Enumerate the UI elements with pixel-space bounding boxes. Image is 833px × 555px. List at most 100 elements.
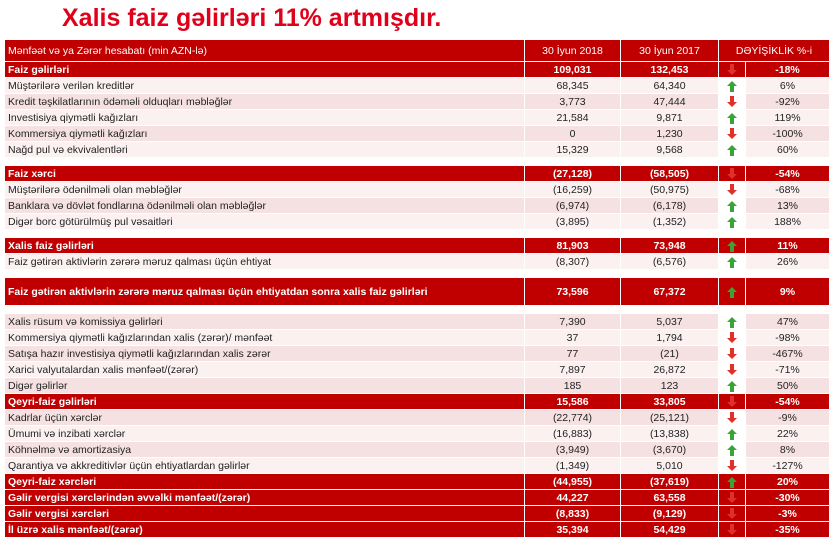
section-gap bbox=[5, 306, 830, 314]
value-2018: 7,897 bbox=[525, 362, 621, 378]
value-2017: (6,178) bbox=[621, 198, 719, 214]
value-2017: 5,037 bbox=[621, 314, 719, 330]
table-row: Müştərilərə ödənilməli olan məbləğlər (16… bbox=[5, 182, 830, 198]
change-percent: 119% bbox=[746, 110, 830, 126]
value-2018: 3,773 bbox=[525, 94, 621, 110]
value-2017: 26,872 bbox=[621, 362, 719, 378]
value-2017: 54,429 bbox=[621, 522, 719, 538]
change-percent: 26% bbox=[746, 254, 830, 270]
trend-cell bbox=[719, 314, 746, 330]
change-percent: 50% bbox=[746, 378, 830, 394]
table-row: Köhnəlmə və amortizasiya (3,949) (3,670) 8% bbox=[5, 442, 830, 458]
table-row: Digər borc götürülmüş pul vəsaitləri (3,8… bbox=[5, 214, 830, 230]
row-label: Xarici valyutalardan xalis mənfəət/(zərə… bbox=[5, 362, 525, 378]
change-percent: 188% bbox=[746, 214, 830, 230]
value-2017: (25,121) bbox=[621, 410, 719, 426]
trend-arrow bbox=[727, 80, 737, 92]
value-2018: (3,895) bbox=[525, 214, 621, 230]
table-row: Kommersiya qiymətli kağızları 0 1,230 -100% bbox=[5, 126, 830, 142]
value-2018: 109,031 bbox=[525, 62, 621, 78]
value-2018: (27,128) bbox=[525, 166, 621, 182]
row-label: Qeyri-faiz xərcləri bbox=[5, 474, 525, 490]
trend-cell bbox=[719, 142, 746, 158]
value-2017: (6,576) bbox=[621, 254, 719, 270]
change-percent: 60% bbox=[746, 142, 830, 158]
trend-arrow bbox=[727, 240, 737, 252]
value-2018: (6,974) bbox=[525, 198, 621, 214]
value-2018: 73,596 bbox=[525, 278, 621, 306]
trend-arrow bbox=[727, 444, 737, 456]
change-percent: 9% bbox=[746, 278, 830, 306]
value-2017: (13,838) bbox=[621, 426, 719, 442]
row-group: Xalis rüsum və komissiya gəlirləri 7,390 5… bbox=[5, 314, 830, 538]
trend-arrow bbox=[727, 95, 737, 107]
value-2018: (3,949) bbox=[525, 442, 621, 458]
change-percent: -3% bbox=[746, 506, 830, 522]
section-gap bbox=[5, 270, 830, 278]
trend-cell bbox=[719, 278, 746, 306]
section-gap bbox=[5, 158, 830, 166]
value-2018: 77 bbox=[525, 346, 621, 362]
table-row: Satışa hazır investisiya qiymətli kağızl… bbox=[5, 346, 830, 362]
row-label: Gəlir vergisi xərclərindən əvvəlki mənfə… bbox=[5, 490, 525, 506]
header-cell: 30 İyun 2017 bbox=[621, 40, 719, 62]
change-percent: 22% bbox=[746, 426, 830, 442]
change-percent: 8% bbox=[746, 442, 830, 458]
trend-arrow bbox=[727, 476, 737, 488]
row-group: Faiz gəlirləri 109,031 132,453 -18% Müştəril… bbox=[5, 62, 830, 158]
value-2018: 68,345 bbox=[525, 78, 621, 94]
trend-arrow bbox=[727, 256, 737, 268]
row-label: Müştərilərə ödənilməli olan məbləğlər bbox=[5, 182, 525, 198]
value-2017: 9,568 bbox=[621, 142, 719, 158]
value-2017: 64,340 bbox=[621, 78, 719, 94]
table-row: Banklara və dövlət fondlarına ödənilməli… bbox=[5, 198, 830, 214]
trend-cell bbox=[719, 410, 746, 426]
trend-arrow bbox=[727, 331, 737, 343]
row-label: Xalis faiz gəlirləri bbox=[5, 238, 525, 254]
trend-cell bbox=[719, 126, 746, 142]
row-label: Qeyri-faiz gəlirləri bbox=[5, 394, 525, 410]
trend-cell bbox=[719, 198, 746, 214]
change-percent: -30% bbox=[746, 490, 830, 506]
trend-arrow bbox=[727, 491, 737, 503]
row-group: Faiz xərci (27,128) (58,505) -54% Müştərilər… bbox=[5, 166, 830, 230]
table-row: Kommersiya qiymətli kağızlarından xalis … bbox=[5, 330, 830, 346]
table-row: Müştərilərə verilən kreditlər 68,345 64,34… bbox=[5, 78, 830, 94]
trend-cell bbox=[719, 394, 746, 410]
change-percent: -100% bbox=[746, 126, 830, 142]
trend-arrow bbox=[727, 428, 737, 440]
value-2017: (37,619) bbox=[621, 474, 719, 490]
trend-arrow bbox=[727, 144, 737, 156]
trend-cell bbox=[719, 346, 746, 362]
table-row: Faiz gətirən aktivlərin zərərə məruz qal… bbox=[5, 278, 830, 306]
trend-cell bbox=[719, 214, 746, 230]
table-row: Digər gəlirlər 185 123 50% bbox=[5, 378, 830, 394]
value-2017: 5,010 bbox=[621, 458, 719, 474]
value-2018: (16,259) bbox=[525, 182, 621, 198]
value-2017: 132,453 bbox=[621, 62, 719, 78]
trend-cell bbox=[719, 458, 746, 474]
trend-cell bbox=[719, 490, 746, 506]
table-row: Investisiya qiymətli kağızları 21,584 9,87… bbox=[5, 110, 830, 126]
table-row: Faiz gəlirləri 109,031 132,453 -18% bbox=[5, 62, 830, 78]
trend-arrow bbox=[727, 380, 737, 392]
trend-arrow bbox=[727, 459, 737, 471]
table-row: Xalis rüsum və komissiya gəlirləri 7,390 5… bbox=[5, 314, 830, 330]
row-label: Kommersiya qiymətli kağızları bbox=[5, 126, 525, 142]
trend-cell bbox=[719, 426, 746, 442]
trend-cell bbox=[719, 182, 746, 198]
trend-arrow bbox=[727, 347, 737, 359]
row-label: Gəlir vergisi xərcləri bbox=[5, 506, 525, 522]
value-2018: (8,307) bbox=[525, 254, 621, 270]
value-2018: 0 bbox=[525, 126, 621, 142]
trend-cell bbox=[719, 166, 746, 182]
value-2018: (16,883) bbox=[525, 426, 621, 442]
row-label: İl üzrə xalis mənfəət/(zərər) bbox=[5, 522, 525, 538]
row-label: Ümumi və inzibati xərclər bbox=[5, 426, 525, 442]
trend-arrow bbox=[727, 286, 737, 298]
change-percent: -127% bbox=[746, 458, 830, 474]
value-2018: (8,833) bbox=[525, 506, 621, 522]
row-label: Investisiya qiymətli kağızları bbox=[5, 110, 525, 126]
row-label: Digər gəlirlər bbox=[5, 378, 525, 394]
value-2018: 185 bbox=[525, 378, 621, 394]
